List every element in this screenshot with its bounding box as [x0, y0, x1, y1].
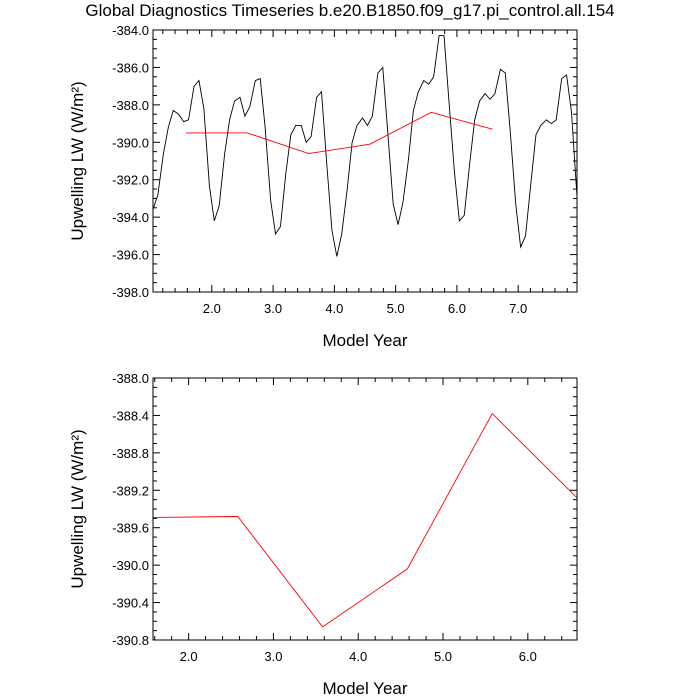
x-tick-label: 3.0	[264, 649, 282, 664]
x-tick-label: 5.0	[387, 301, 405, 316]
y-tick-label: -388.0	[112, 371, 149, 386]
y-tick-label: -388.0	[112, 98, 149, 113]
x-tick-label: 5.0	[434, 649, 452, 664]
x-tick-label: 7.0	[509, 301, 527, 316]
y-tick-label: -388.8	[112, 446, 149, 461]
y-tick-label: -396.0	[112, 248, 149, 263]
chart-title: Global Diagnostics Timeseries b.e20.B185…	[85, 1, 615, 20]
series-line-2	[186, 111, 493, 154]
y-tick-label: -392.0	[112, 173, 149, 188]
x-tick-label: 4.0	[349, 649, 367, 664]
y-tick-label: -390.0	[112, 558, 149, 573]
y-tick-label: -390.0	[112, 135, 149, 150]
y-axis-label: Upwelling LW (W/m²)	[68, 81, 87, 240]
x-tick-label: 2.0	[203, 301, 221, 316]
y-tick-label: -386.0	[112, 60, 149, 75]
y-axis-label: Upwelling LW (W/m²)	[68, 429, 87, 588]
y-tick-label: -390.8	[112, 633, 149, 648]
y-tick-label: -394.0	[112, 210, 149, 225]
series-line-1	[152, 412, 578, 628]
x-tick-label: 3.0	[264, 301, 282, 316]
x-tick-label: 6.0	[519, 649, 537, 664]
y-tick-label: -384.0	[112, 23, 149, 38]
x-tick-label: 6.0	[448, 301, 466, 316]
y-tick-label: -389.6	[112, 521, 149, 536]
series-line-1	[152, 35, 578, 257]
plot-1: 2.0 3.0 4.0 5.0 6.0 7.0 -384.0 -386.0 -388.0 -390…	[68, 23, 578, 350]
x-axis-label: Model Year	[322, 331, 407, 350]
y-tick-label: -388.4	[112, 408, 149, 423]
x-tick-label: 2.0	[180, 649, 198, 664]
x-tick-label: 4.0	[325, 301, 343, 316]
plot-frame	[152, 377, 578, 641]
y-tick-label: -389.2	[112, 483, 149, 498]
plot-2: 2.0 3.0 4.0 5.0 6.0 -388.0 -388.4 -388.8 -389.2 -…	[68, 371, 578, 698]
x-axis-label: Model Year	[322, 679, 407, 698]
y-tick-label: -390.4	[112, 596, 149, 611]
y-tick-label: -398.0	[112, 285, 149, 300]
plot-frame	[152, 29, 578, 293]
